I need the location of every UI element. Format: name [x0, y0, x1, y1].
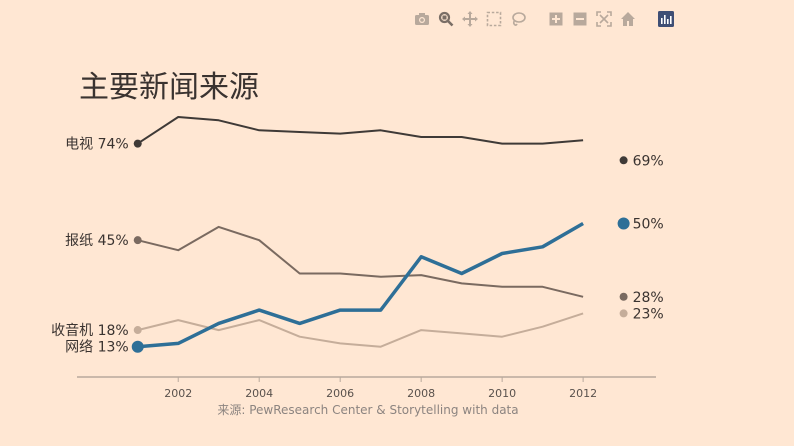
chart-title: 主要新闻来源 [79, 70, 259, 105]
zoom-in-icon[interactable] [544, 8, 568, 30]
series-end-marker [619, 292, 628, 301]
zoom-out-icon[interactable] [568, 8, 592, 30]
pan-icon[interactable] [458, 8, 482, 30]
reset-axes-icon[interactable] [616, 8, 640, 30]
series-line [137, 225, 584, 298]
series-start-marker [131, 340, 144, 353]
series-line [137, 221, 584, 349]
source-note: 来源: PewResearch Center & Storytelling wi… [217, 403, 518, 417]
series-start-marker [133, 139, 142, 148]
x-tick-label: 2010 [488, 387, 516, 400]
series-end-marker [619, 309, 628, 318]
series-start-marker [133, 326, 142, 335]
series-start-label: 收音机 18% [51, 322, 129, 339]
series-start-label: 电视 74% [65, 137, 129, 153]
series-end-label: 23% [633, 306, 664, 322]
lasso-select-icon[interactable] [506, 8, 530, 30]
series-end-label: 69% [633, 153, 664, 169]
series-end-label: 50% [633, 217, 664, 233]
series-start-label: 报纸 45% [65, 233, 129, 249]
series-3: 网络 13% 50% [65, 217, 664, 356]
x-tick-label: 2006 [326, 387, 354, 400]
series-start-label: 网络 13% [65, 340, 129, 356]
series-end-label: 28% [633, 290, 664, 306]
series-line [137, 116, 584, 145]
x-tick-label: 2004 [245, 387, 273, 400]
series-0: 电视 74% 69% [65, 116, 664, 169]
series-end-marker [619, 156, 628, 165]
x-tick-label: 2002 [164, 387, 192, 400]
series-2: 收音机 18% 23% [51, 306, 664, 348]
series-1: 报纸 45% 28% [65, 225, 664, 306]
plotly-logo-icon[interactable] [654, 8, 678, 30]
series-start-marker [133, 236, 142, 245]
zoom-icon[interactable] [434, 8, 458, 30]
modebar [410, 8, 678, 30]
autoscale-icon[interactable] [592, 8, 616, 30]
x-tick-label: 2012 [569, 387, 597, 400]
camera-icon[interactable] [410, 8, 434, 30]
box-select-icon[interactable] [482, 8, 506, 30]
series-end-marker [617, 217, 630, 230]
x-tick-label: 2008 [407, 387, 435, 400]
